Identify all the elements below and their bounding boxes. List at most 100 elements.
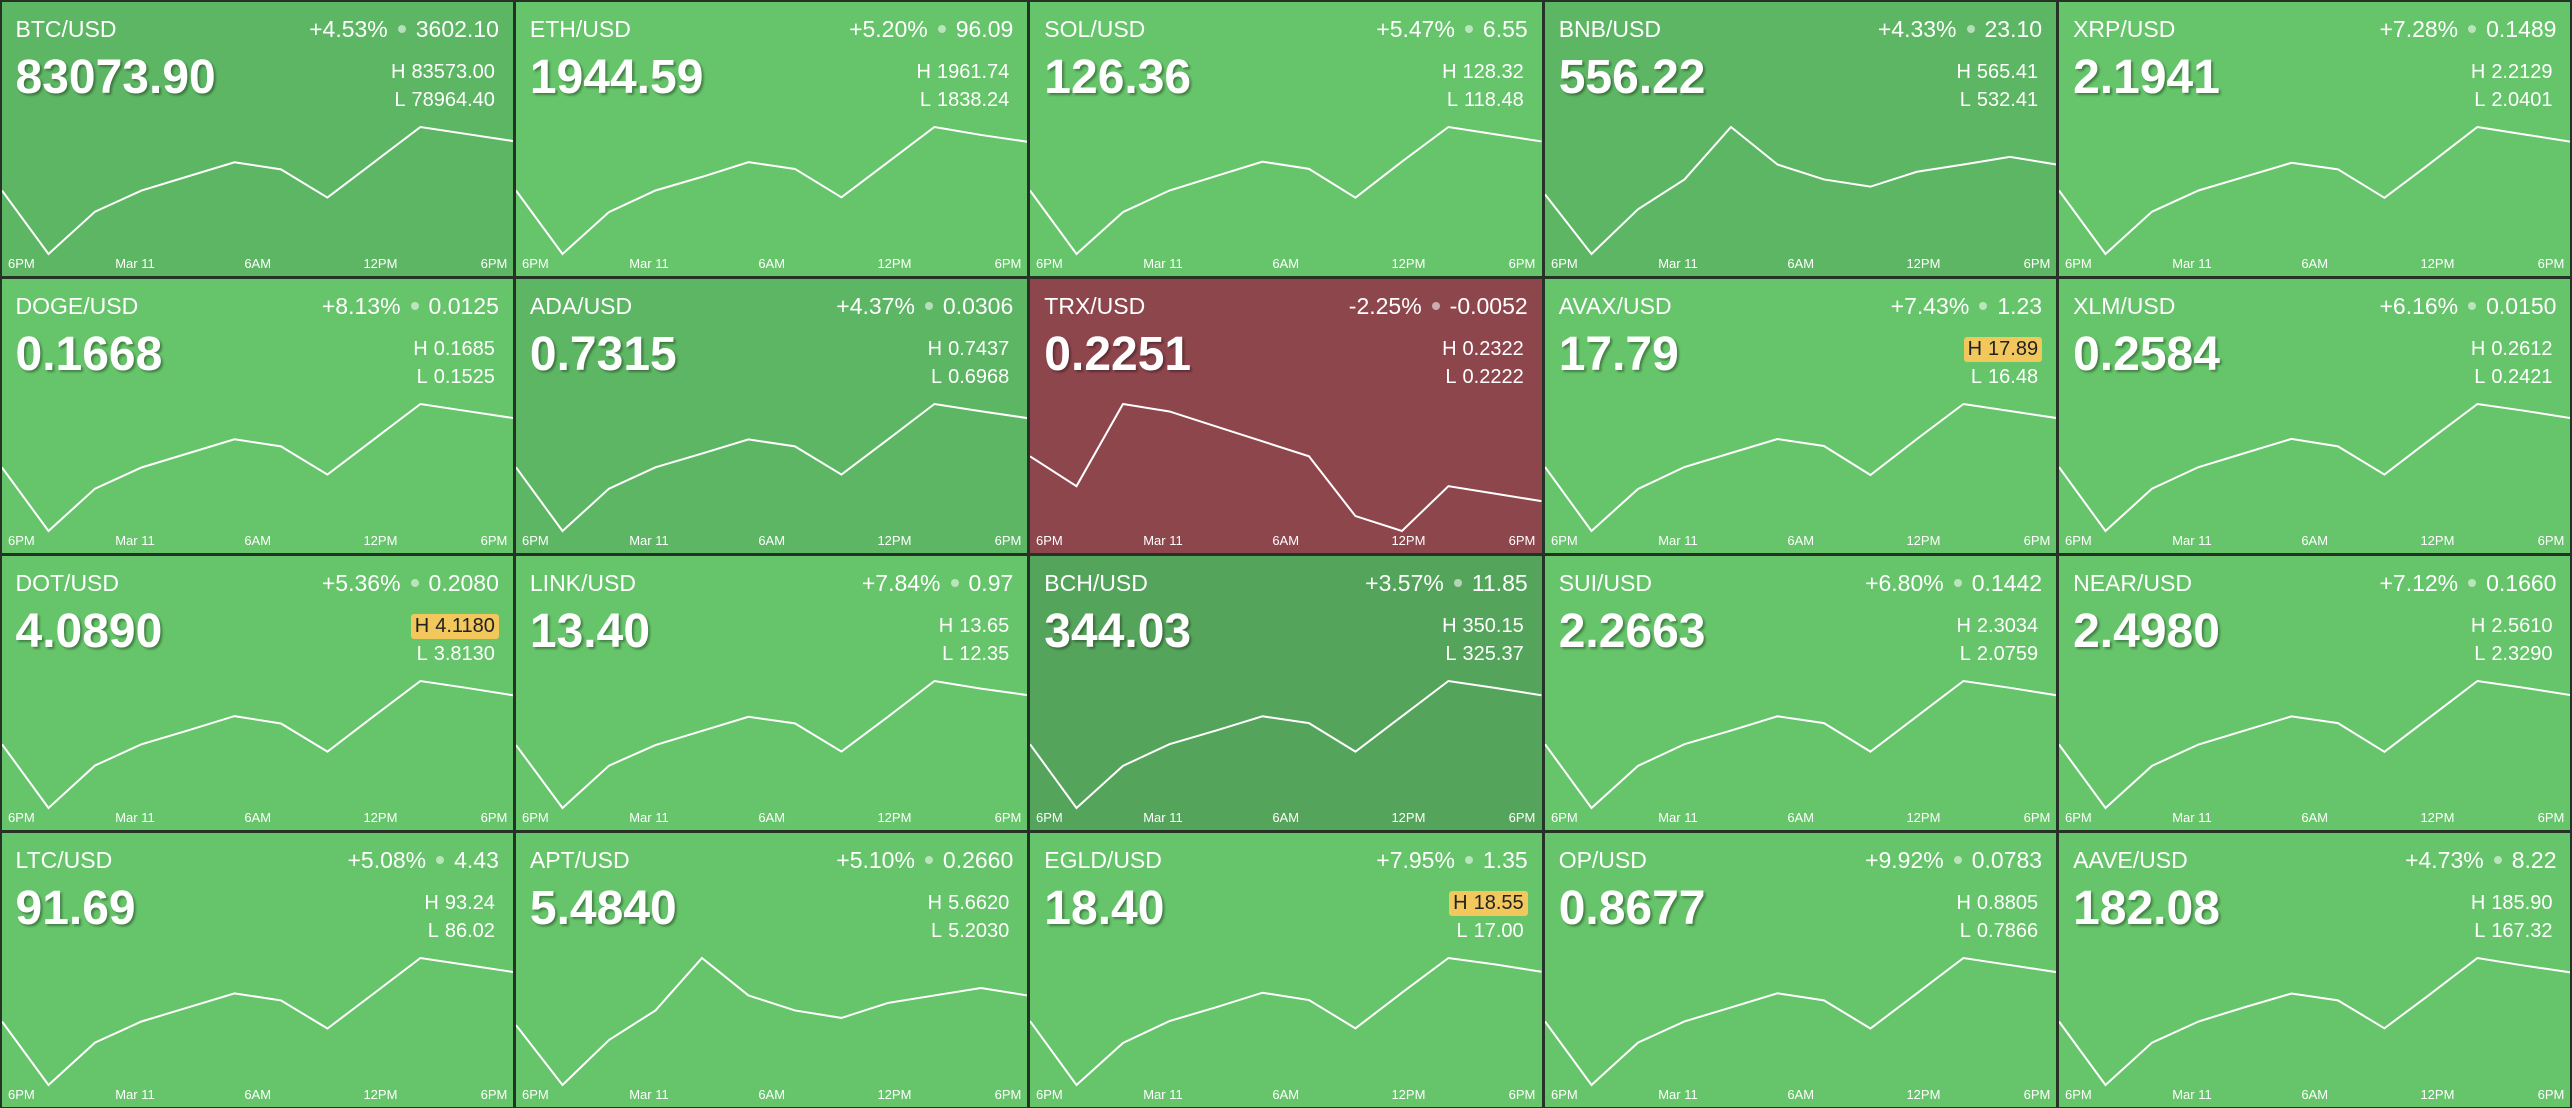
sparkline xyxy=(1,402,513,532)
low: L 3.8130 xyxy=(413,642,499,667)
pair-name: LINK/USD xyxy=(529,569,636,596)
high-label: H xyxy=(916,60,931,83)
change-percent: +5.20% xyxy=(849,15,928,42)
price: 0.1668 xyxy=(15,327,163,381)
change-percent: +4.53% xyxy=(309,15,388,42)
pair-name: EGLD/USD xyxy=(1044,846,1162,873)
separator-dot xyxy=(924,302,933,310)
change-value: 0.97 xyxy=(968,569,1014,596)
sparkline xyxy=(1544,402,2057,532)
time-label: 12PM xyxy=(877,1087,911,1102)
change-group: +7.95% 1.35 xyxy=(1376,847,1527,874)
high-label: H xyxy=(1956,614,1971,637)
time-label: Mar 11 xyxy=(115,810,155,825)
time-label: Mar 11 xyxy=(115,256,155,271)
high: H 185.90 xyxy=(2467,891,2557,916)
sparkline-chart: 6PM Mar 11 6AM 12PM 6PM xyxy=(1544,679,2057,825)
sparkline-chart: 6PM Mar 11 6AM 12PM 6PM xyxy=(1544,125,2057,271)
separator-dot xyxy=(1953,856,1962,864)
time-label: 6PM xyxy=(995,256,1022,271)
change-value: 96.09 xyxy=(955,15,1014,42)
low-label: L xyxy=(427,919,439,942)
change-value: 1.23 xyxy=(1997,292,2043,319)
ticker-tile: 6PM Mar 11 6AM 12PM 6PM SOL/USD +5.47% 6.55 126.… xyxy=(1030,1,1542,276)
time-label: 6AM xyxy=(758,810,785,825)
separator-dot xyxy=(1979,302,1988,310)
high-label: H xyxy=(2470,891,2486,914)
time-label: 12PM xyxy=(363,1087,397,1102)
change-value: 0.0306 xyxy=(942,292,1014,319)
time-label: 6AM xyxy=(244,533,271,548)
price: 5.4840 xyxy=(529,881,677,935)
time-label: 6PM xyxy=(480,256,507,271)
time-label: Mar 11 xyxy=(2172,533,2212,548)
high-value: 350.15 xyxy=(1462,614,1524,637)
high: H 0.1685 xyxy=(409,337,499,362)
time-label: 6PM xyxy=(1551,1087,1578,1102)
change-value: 23.10 xyxy=(1984,15,2043,42)
separator-dot xyxy=(410,302,419,310)
low-value: 0.6968 xyxy=(948,365,1010,388)
time-label: 12PM xyxy=(363,810,397,825)
sparkline xyxy=(515,402,1028,532)
low-value: 3.8130 xyxy=(433,642,495,665)
time-label: 12PM xyxy=(363,256,397,271)
sparkline xyxy=(515,679,1028,809)
high: H 0.2322 xyxy=(1438,337,1528,362)
change-percent: +7.95% xyxy=(1376,846,1455,873)
separator-dot xyxy=(937,25,946,33)
sparkline-chart: 6PM Mar 11 6AM 12PM 6PM xyxy=(1,402,513,548)
time-label: 6PM xyxy=(2538,810,2565,825)
low-value: 2.3290 xyxy=(2491,642,2553,665)
change-group: +7.84% 0.97 xyxy=(862,570,1013,597)
low-label: L xyxy=(2474,365,2486,388)
low-value: 17.00 xyxy=(1473,919,1524,942)
change-percent: +4.33% xyxy=(1877,15,1957,42)
high: H 0.2612 xyxy=(2467,337,2557,362)
high-value: 565.41 xyxy=(1976,60,2039,83)
change-percent: +3.57% xyxy=(1365,569,1444,596)
change-group: +5.47% 6.55 xyxy=(1376,16,1527,43)
time-label: 12PM xyxy=(1906,256,1940,271)
time-label: 6AM xyxy=(1787,533,1814,548)
pair-name: XRP/USD xyxy=(2073,15,2176,42)
sparkline-chart: 6PM Mar 11 6AM 12PM 6PM xyxy=(1,125,513,271)
time-label: 6PM xyxy=(522,256,549,271)
change-group: +4.37% 0.0306 xyxy=(836,293,1013,320)
high-value: 93.24 xyxy=(444,891,495,914)
low-value: 0.2222 xyxy=(1462,365,1524,388)
low: L 0.2421 xyxy=(2470,365,2556,390)
high: H 83573.00 xyxy=(387,60,499,85)
high-label: H xyxy=(1442,614,1457,637)
price: 126.36 xyxy=(1044,50,1192,104)
time-label: 6PM xyxy=(995,533,1022,548)
change-percent: +4.73% xyxy=(2405,846,2484,873)
time-label: Mar 11 xyxy=(1658,810,1698,825)
time-label: 12PM xyxy=(1906,533,1940,548)
time-label: 6PM xyxy=(2023,1087,2050,1102)
sparkline-chart: 6PM Mar 11 6AM 12PM 6PM xyxy=(515,956,1028,1102)
high-label: H xyxy=(938,614,954,637)
change-value: 3602.10 xyxy=(415,15,499,42)
low-label: L xyxy=(416,365,428,388)
sparkline xyxy=(515,956,1028,1086)
high: H 17.89 xyxy=(1963,336,2043,362)
change-value: 0.0125 xyxy=(428,292,499,319)
price: 17.79 xyxy=(1558,327,1679,381)
time-label: Mar 11 xyxy=(629,256,669,271)
sparkline-chart: 6PM Mar 11 6AM 12PM 6PM xyxy=(2059,402,2571,548)
separator-dot xyxy=(950,579,959,587)
pair-name: NEAR/USD xyxy=(2073,569,2192,596)
high-value: 2.2129 xyxy=(2491,60,2553,83)
change-group: +5.08% 4.43 xyxy=(347,847,498,874)
price: 18.40 xyxy=(1044,881,1165,935)
low-label: L xyxy=(2474,642,2486,665)
high: H 565.41 xyxy=(1952,60,2042,85)
time-label: 6PM xyxy=(2538,1087,2565,1102)
time-label: 12PM xyxy=(1392,256,1426,271)
low-label: L xyxy=(416,642,428,665)
time-label: 6PM xyxy=(522,1087,549,1102)
low-value: 78964.40 xyxy=(411,88,495,111)
time-label: 6AM xyxy=(244,256,271,271)
separator-dot xyxy=(2468,25,2477,33)
